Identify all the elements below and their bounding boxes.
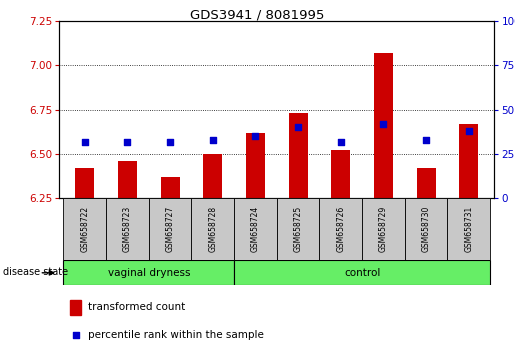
Bar <box>374 53 393 198</box>
Bar <box>319 198 362 260</box>
Text: GSM658729: GSM658729 <box>379 206 388 252</box>
Point <box>166 139 174 144</box>
Text: GSM658724: GSM658724 <box>251 206 260 252</box>
Bar <box>149 198 192 260</box>
Bar <box>118 161 137 198</box>
Bar <box>234 260 490 285</box>
Bar <box>63 198 106 260</box>
Bar <box>192 198 234 260</box>
Bar <box>106 198 149 260</box>
Bar <box>63 260 234 285</box>
Bar <box>277 198 319 260</box>
Text: control: control <box>344 268 381 278</box>
Bar <box>246 133 265 198</box>
Point <box>422 137 430 143</box>
Point <box>124 139 132 144</box>
Text: vaginal dryness: vaginal dryness <box>108 268 190 278</box>
Point <box>251 133 260 139</box>
Point <box>209 137 217 143</box>
Text: GSM658722: GSM658722 <box>80 206 89 252</box>
Point <box>380 121 388 127</box>
Text: GSM658727: GSM658727 <box>166 206 175 252</box>
Bar <box>459 124 478 198</box>
Bar <box>417 168 436 198</box>
Bar <box>448 198 490 260</box>
Bar <box>203 154 222 198</box>
Point <box>72 332 80 338</box>
Point <box>337 139 345 144</box>
Text: transformed count: transformed count <box>88 302 185 313</box>
Text: GSM658730: GSM658730 <box>422 206 431 252</box>
Text: GSM658725: GSM658725 <box>294 206 303 252</box>
Bar <box>234 198 277 260</box>
Bar <box>161 177 180 198</box>
Point <box>294 125 302 130</box>
Text: GSM658726: GSM658726 <box>336 206 346 252</box>
Text: GDS3941 / 8081995: GDS3941 / 8081995 <box>191 9 324 22</box>
Bar <box>331 150 350 198</box>
Bar <box>288 113 308 198</box>
Bar <box>405 198 448 260</box>
Text: percentile rank within the sample: percentile rank within the sample <box>88 330 263 340</box>
Text: GSM658723: GSM658723 <box>123 206 132 252</box>
Bar <box>362 198 405 260</box>
Text: GSM658731: GSM658731 <box>465 206 473 252</box>
Text: disease state: disease state <box>3 267 67 277</box>
Point <box>81 139 89 144</box>
Text: GSM658728: GSM658728 <box>208 206 217 252</box>
Point <box>465 128 473 134</box>
Bar <box>75 168 94 198</box>
Bar <box>70 300 81 315</box>
